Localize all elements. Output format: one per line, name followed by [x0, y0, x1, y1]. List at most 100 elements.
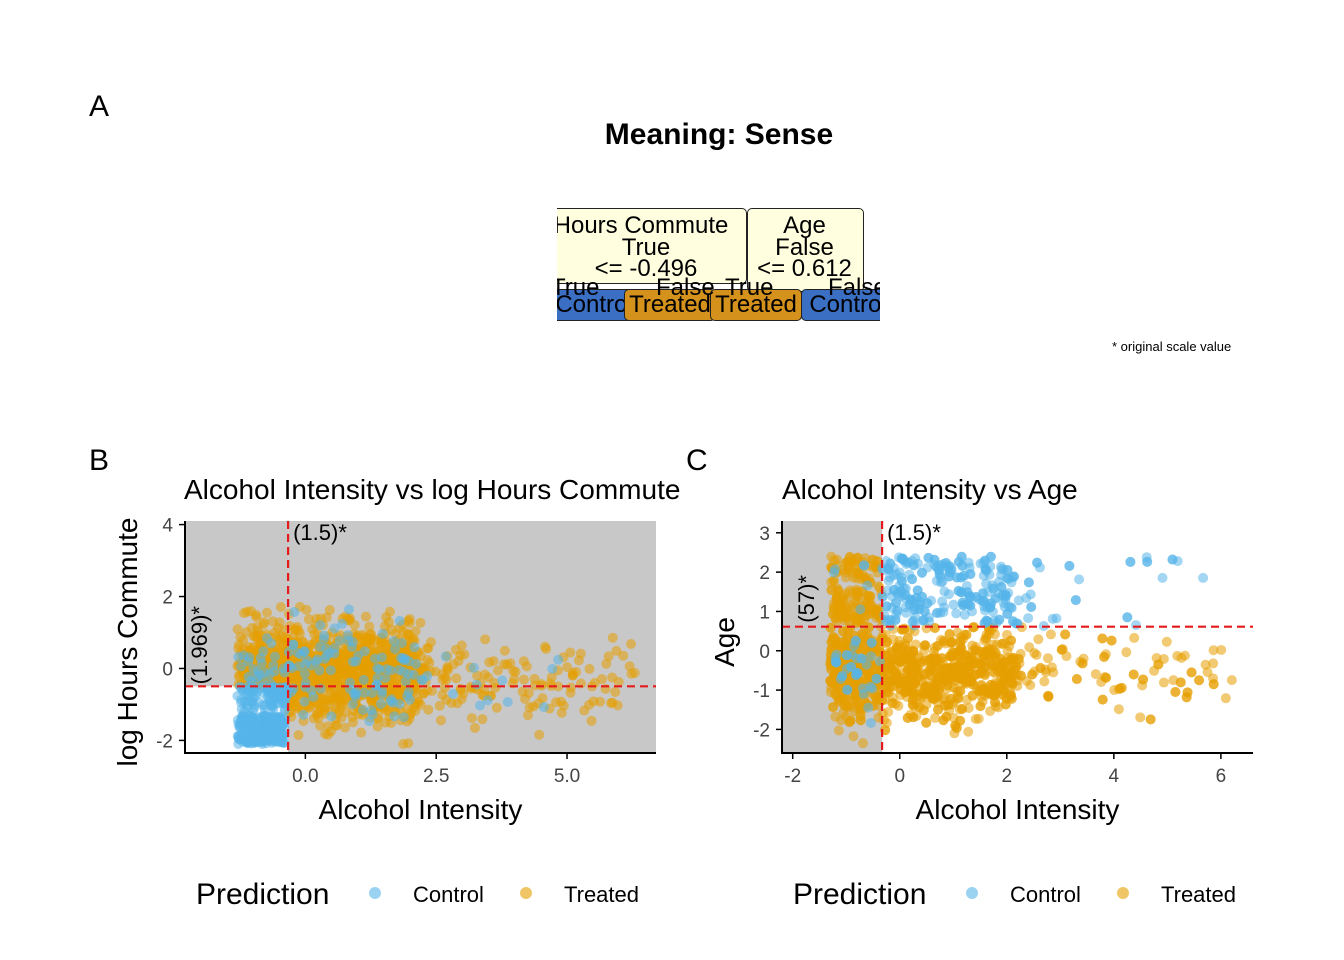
- data-point-control: [855, 604, 866, 615]
- data-point-control: [240, 696, 251, 707]
- data-point-treated: [886, 664, 897, 675]
- data-point-control: [389, 711, 400, 722]
- data-point-treated: [887, 698, 898, 709]
- x-tick-label: 5.0: [554, 766, 580, 787]
- data-point-treated: [883, 706, 894, 717]
- data-point-treated: [998, 676, 1009, 687]
- data-point-treated: [1170, 686, 1181, 697]
- data-point-treated: [565, 647, 576, 658]
- data-point-control: [398, 712, 409, 723]
- data-point-treated: [1097, 633, 1108, 644]
- data-point-control: [837, 671, 848, 682]
- data-point-treated: [484, 657, 495, 668]
- legend-c-control-label: Control: [1010, 882, 1081, 907]
- data-point-treated: [955, 636, 966, 647]
- data-point-control: [859, 560, 870, 571]
- data-point-treated: [1006, 635, 1017, 646]
- data-point-treated: [872, 609, 883, 620]
- data-point-treated: [986, 679, 997, 690]
- node-1-direction: True: [621, 234, 671, 261]
- data-point-treated: [1153, 659, 1164, 670]
- data-point-treated: [1060, 629, 1071, 640]
- data-point-treated: [896, 656, 907, 667]
- data-point-control: [257, 738, 268, 749]
- data-point-control: [862, 580, 873, 591]
- data-point-control: [380, 673, 391, 684]
- data-point-treated: [930, 712, 941, 723]
- data-point-control: [312, 654, 323, 665]
- data-point-treated: [1045, 629, 1056, 640]
- data-point-treated: [863, 622, 874, 633]
- data-point-control: [858, 688, 869, 699]
- data-point-treated: [235, 631, 246, 642]
- data-point-control: [344, 604, 355, 615]
- data-point-treated: [955, 663, 966, 674]
- data-point-treated: [968, 622, 979, 633]
- data-point-treated: [921, 681, 932, 692]
- data-point-treated: [929, 622, 940, 633]
- data-point-treated: [1158, 677, 1169, 688]
- data-point-treated: [603, 651, 614, 662]
- data-point-treated: [967, 690, 978, 701]
- data-point-treated: [948, 650, 959, 661]
- legend-c-title: Prediction: [793, 878, 927, 911]
- data-point-treated: [252, 622, 263, 633]
- data-point-treated: [335, 669, 346, 680]
- data-point-control: [334, 635, 345, 646]
- data-point-treated: [458, 688, 469, 699]
- data-point-control: [249, 685, 260, 696]
- data-point-control: [957, 560, 968, 571]
- data-point-control: [299, 668, 310, 679]
- data-point-treated: [932, 640, 943, 651]
- y-tick-label: 0: [162, 659, 173, 680]
- data-point-treated: [1027, 669, 1038, 680]
- data-point-control: [266, 728, 277, 739]
- data-point-control: [289, 607, 300, 618]
- data-point-treated: [955, 645, 966, 656]
- data-point-control: [1130, 620, 1141, 631]
- data-point-treated: [345, 667, 356, 678]
- data-point-treated: [1175, 677, 1186, 688]
- data-point-treated: [1005, 671, 1016, 682]
- data-point-treated: [579, 705, 590, 716]
- data-point-treated: [472, 670, 483, 681]
- data-point-treated: [1208, 658, 1219, 669]
- data-point-treated: [491, 702, 502, 713]
- data-point-treated: [596, 674, 607, 685]
- data-point-control: [866, 637, 877, 648]
- data-point-control: [865, 718, 876, 729]
- data-point-treated: [1101, 672, 1112, 683]
- panel-label-c: C: [686, 444, 708, 477]
- data-point-control: [374, 664, 385, 675]
- data-point-control: [881, 601, 892, 612]
- data-point-treated: [961, 629, 972, 640]
- hline-label: (57)*: [794, 575, 819, 623]
- data-point-treated: [437, 674, 448, 685]
- data-point-treated: [830, 711, 841, 722]
- data-point-treated: [1226, 675, 1237, 686]
- data-point-control: [342, 630, 353, 641]
- data-point-treated: [1090, 669, 1101, 680]
- y-axis-title: log Hours Commute: [112, 518, 143, 767]
- data-point-control: [874, 656, 885, 667]
- data-point-control: [386, 694, 397, 705]
- data-point-treated: [841, 588, 852, 599]
- data-point-treated: [522, 710, 533, 721]
- data-point-treated: [919, 669, 930, 680]
- data-point-control: [235, 734, 246, 745]
- data-point-treated: [565, 682, 576, 693]
- hline-label: (1.969)*: [187, 606, 212, 685]
- tree-leaf-3: Treated: [710, 289, 802, 321]
- panel-label-a: A: [89, 90, 110, 123]
- data-point-treated: [828, 575, 839, 586]
- data-point-treated: [1113, 704, 1124, 715]
- data-point-treated: [586, 715, 597, 726]
- data-point-control: [318, 634, 329, 645]
- data-point-control: [321, 650, 332, 661]
- data-point-treated: [398, 739, 409, 750]
- data-point-treated: [984, 644, 995, 655]
- data-point-treated: [556, 696, 567, 707]
- data-point-treated: [831, 591, 842, 602]
- data-point-treated: [907, 699, 918, 710]
